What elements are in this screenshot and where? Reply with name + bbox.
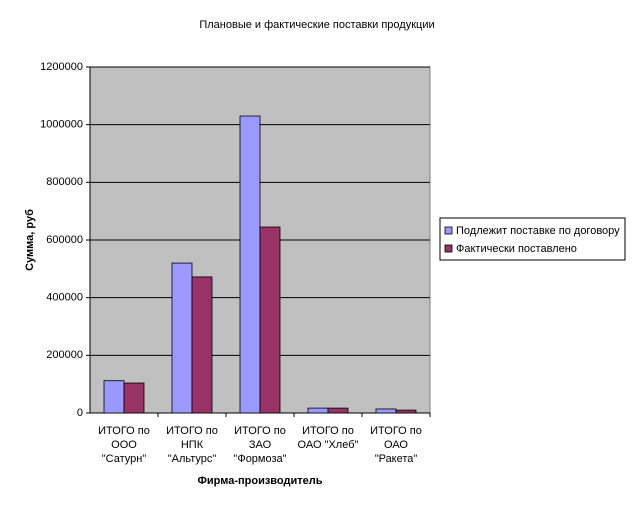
x-tick-label: ИТОГО по НПК "Альтурс": [166, 425, 218, 465]
legend-swatch: [444, 244, 453, 253]
bar: [375, 408, 397, 414]
legend: [439, 217, 626, 261]
bar: [191, 276, 213, 414]
y-tick-label: 400000: [46, 292, 83, 304]
x-tick-label: ИТОГО по ОАО "Хлеб": [297, 425, 359, 451]
y-axis-label: Сумма, руб: [24, 209, 36, 271]
bar: [259, 226, 281, 414]
y-tick-label: 800000: [46, 176, 83, 188]
legend-swatch: [444, 226, 453, 235]
y-tick-label: 600000: [46, 234, 83, 246]
bar: [123, 382, 145, 414]
bar: [395, 409, 417, 414]
y-tick-label: 1200000: [40, 61, 83, 73]
x-tick-label: ИТОГО по ЗАО "Формоза": [233, 425, 287, 465]
x-tick-label: ИТОГО по ОАО "Ракета": [370, 425, 422, 465]
bar: [239, 115, 261, 414]
y-tick-label: 200000: [46, 349, 83, 361]
y-tick-label: 0: [77, 407, 83, 419]
x-tick-label: ИТОГО по ООО "Сатурн": [98, 425, 150, 465]
legend-label: Подлежит поставке по договору: [456, 225, 620, 237]
x-axis-label: Фирма-производитель: [197, 475, 322, 487]
y-tick-label: 1000000: [40, 119, 83, 131]
bar: [103, 380, 125, 414]
legend-label: Фактически поставлено: [456, 243, 577, 255]
bar: [307, 407, 329, 414]
bar: [171, 262, 193, 414]
chart-title: Плановые и фактические поставки продукци…: [199, 19, 434, 31]
bar: [327, 407, 349, 414]
